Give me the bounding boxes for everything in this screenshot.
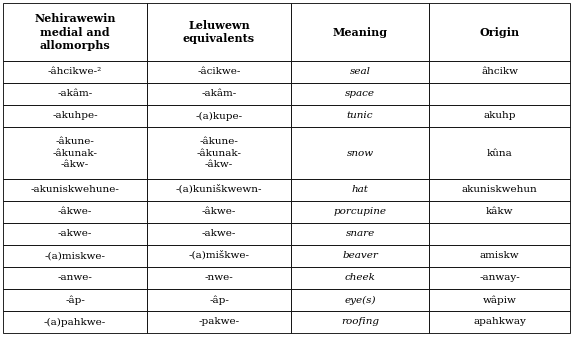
Bar xyxy=(291,61,429,83)
Bar xyxy=(3,201,147,223)
Bar xyxy=(147,83,291,105)
Bar xyxy=(429,223,570,245)
Text: -akuniskwehune-: -akuniskwehune- xyxy=(30,185,119,195)
Bar xyxy=(147,179,291,201)
Bar xyxy=(291,267,429,289)
Text: akuniskwehun: akuniskwehun xyxy=(462,185,537,195)
Bar xyxy=(147,201,291,223)
Text: Meaning: Meaning xyxy=(332,26,387,38)
Bar xyxy=(3,311,147,333)
Text: Leluwewn
equivalents: Leluwewn equivalents xyxy=(183,19,255,44)
Text: -âkwe-: -âkwe- xyxy=(58,207,92,216)
Bar xyxy=(147,223,291,245)
Bar xyxy=(291,3,429,61)
Bar xyxy=(3,245,147,267)
Bar xyxy=(291,179,429,201)
Bar xyxy=(291,245,429,267)
Text: -akuhpe-: -akuhpe- xyxy=(52,111,98,120)
Bar xyxy=(147,61,291,83)
Text: hat: hat xyxy=(352,185,368,195)
Text: Origin: Origin xyxy=(480,26,520,38)
Text: -âhcikwe-²: -âhcikwe-² xyxy=(48,68,102,77)
Bar xyxy=(429,267,570,289)
Bar xyxy=(291,289,429,311)
Bar xyxy=(3,127,147,179)
Text: beaver: beaver xyxy=(342,252,378,261)
Text: -(a)pahkwe-: -(a)pahkwe- xyxy=(44,317,106,326)
Text: -âp-: -âp- xyxy=(65,295,85,305)
Text: -âkwe-: -âkwe- xyxy=(202,207,236,216)
Bar xyxy=(429,289,570,311)
Bar xyxy=(3,83,147,105)
Bar xyxy=(147,311,291,333)
Text: kûna: kûna xyxy=(486,149,512,158)
Text: amiskw: amiskw xyxy=(480,252,519,261)
Bar xyxy=(429,83,570,105)
Text: -akwe-: -akwe- xyxy=(202,229,236,238)
Text: tunic: tunic xyxy=(347,111,373,120)
Bar xyxy=(147,245,291,267)
Text: porcupine: porcupine xyxy=(333,207,387,216)
Text: snare: snare xyxy=(346,229,375,238)
Text: -(a)miskwe-: -(a)miskwe- xyxy=(45,252,105,261)
Text: roofing: roofing xyxy=(341,317,379,326)
Bar xyxy=(3,179,147,201)
Text: apahkway: apahkway xyxy=(473,317,526,326)
Bar xyxy=(147,105,291,127)
Text: cheek: cheek xyxy=(344,274,375,283)
Bar xyxy=(429,179,570,201)
Bar xyxy=(429,311,570,333)
Text: snow: snow xyxy=(347,149,374,158)
Text: kâkw: kâkw xyxy=(486,207,513,216)
Bar xyxy=(291,311,429,333)
Text: -pakwe-: -pakwe- xyxy=(198,317,240,326)
Bar xyxy=(429,61,570,83)
Text: space: space xyxy=(345,89,375,98)
Bar xyxy=(147,289,291,311)
Bar xyxy=(291,201,429,223)
Text: -âcikwe-: -âcikwe- xyxy=(197,68,241,77)
Text: -âkune-
-âkunak-
-âkw-: -âkune- -âkunak- -âkw- xyxy=(53,137,97,168)
Text: -nwe-: -nwe- xyxy=(205,274,233,283)
Text: -akâm-: -akâm- xyxy=(201,89,237,98)
Text: eye(s): eye(s) xyxy=(344,295,376,304)
Bar xyxy=(3,289,147,311)
Bar xyxy=(3,61,147,83)
Text: -(a)kupe-: -(a)kupe- xyxy=(195,111,242,120)
Bar xyxy=(147,127,291,179)
Text: -akwe-: -akwe- xyxy=(58,229,92,238)
Text: wâpiw: wâpiw xyxy=(482,295,516,305)
Text: -(a)miškwe-: -(a)miškwe- xyxy=(189,251,249,261)
Text: -âp-: -âp- xyxy=(209,295,229,305)
Bar xyxy=(147,267,291,289)
Bar xyxy=(429,105,570,127)
Text: âhcikw: âhcikw xyxy=(481,68,518,77)
Bar xyxy=(147,3,291,61)
Text: -(a)kuniškwewn-: -(a)kuniškwewn- xyxy=(176,185,262,195)
Bar xyxy=(291,105,429,127)
Text: Nehirawewin
medial and
allomorphs: Nehirawewin medial and allomorphs xyxy=(34,13,116,51)
Bar xyxy=(291,127,429,179)
Bar xyxy=(3,267,147,289)
Text: -akâm-: -akâm- xyxy=(57,89,93,98)
Text: -anwe-: -anwe- xyxy=(57,274,92,283)
Bar xyxy=(429,201,570,223)
Bar xyxy=(3,3,147,61)
Bar xyxy=(291,83,429,105)
Bar xyxy=(3,223,147,245)
Bar xyxy=(291,223,429,245)
Bar xyxy=(429,3,570,61)
Bar xyxy=(429,127,570,179)
Text: -anway-: -anway- xyxy=(479,274,520,283)
Bar xyxy=(429,245,570,267)
Text: akuhp: akuhp xyxy=(483,111,516,120)
Text: -âkune-
-âkunak-
-âkw-: -âkune- -âkunak- -âkw- xyxy=(197,137,241,168)
Text: seal: seal xyxy=(350,68,371,77)
Bar xyxy=(3,105,147,127)
